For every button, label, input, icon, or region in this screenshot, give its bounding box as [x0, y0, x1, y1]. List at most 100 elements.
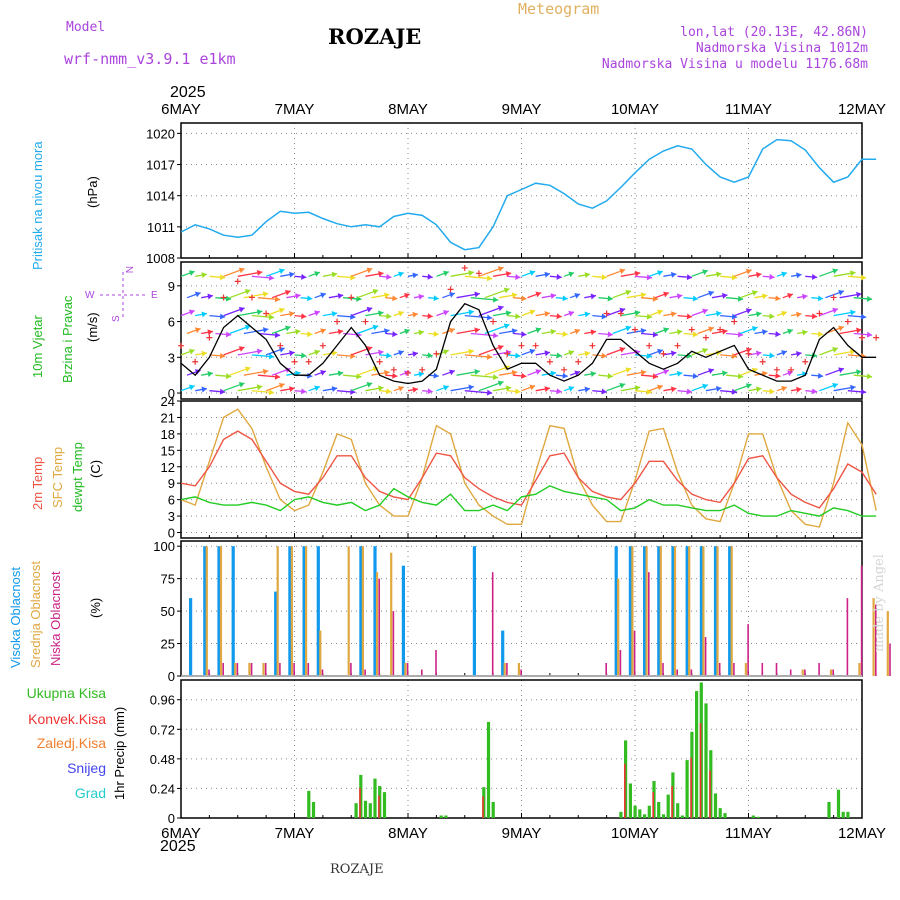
wind-arrow [549, 388, 562, 395]
wind-arrow [351, 267, 373, 277]
wind-arrow-head [372, 288, 379, 295]
wind-arrow [180, 309, 195, 317]
wind-arrow-head [607, 373, 613, 380]
wind-arrow [563, 350, 575, 356]
wind-arrow-head [676, 293, 683, 300]
wind-arrow [691, 383, 709, 392]
cloud-ylabel-high: Visoka Oblacnost [8, 567, 23, 668]
cloud-low-bar [875, 604, 877, 676]
wind-arrow [436, 385, 450, 392]
wind-arrow [456, 291, 480, 299]
wind-arrow [825, 325, 845, 335]
station-title: ROZAJE [328, 24, 422, 49]
wind-gust-mark [334, 318, 341, 325]
y-tick-label: 3 [168, 350, 175, 365]
wind-arrow-head [860, 388, 867, 395]
wind-arrow [833, 270, 856, 277]
temp-ylabel-sfc: SFC Temp [50, 447, 65, 508]
wind-arrow [365, 385, 384, 392]
wind-arrow [478, 344, 504, 356]
precip-bar [704, 703, 708, 818]
wind-arrow [308, 271, 321, 277]
cloud-low-bar [350, 663, 352, 676]
wind-arrow [853, 373, 873, 380]
wind-arrow [385, 295, 398, 302]
wind-arrow [300, 331, 313, 338]
wind-arrow [748, 386, 762, 393]
wind-arrow [740, 367, 758, 376]
wind-arrow [343, 295, 362, 302]
wind-gust-mark [859, 334, 865, 341]
wind-ylabel-2: Brzina i Pravac [60, 295, 75, 383]
wind-arrow [436, 270, 450, 277]
wind-gust-mark [490, 318, 497, 325]
wind-arrow [521, 348, 536, 356]
cloud-low-bar [860, 565, 863, 676]
wind-arrow [584, 371, 597, 377]
cloud-low-bar [619, 650, 622, 676]
wind-arrow-head [762, 293, 768, 300]
wind-arrow [308, 349, 321, 356]
wind-arrow [337, 274, 356, 281]
wind-arrow-head [268, 353, 275, 360]
wind-gust-mark [702, 334, 709, 341]
wind-arrow-head [832, 268, 838, 275]
wind-arrow-head [640, 327, 647, 334]
wind-arrow [847, 388, 867, 395]
wind-arrow [413, 293, 425, 300]
wind-arrow [805, 388, 818, 395]
wind-arrow [805, 313, 818, 320]
wind-arrow [328, 328, 344, 335]
wind-arrow-head [652, 295, 659, 302]
wind-arrow-head [838, 367, 844, 373]
wind-arrow [195, 386, 208, 393]
precip-legend-1: Konvek.Kisa [28, 711, 106, 727]
y-tick-label: 1020 [146, 126, 175, 141]
wind-arrow [626, 327, 647, 335]
wind-arrow-head [676, 370, 683, 377]
wind-arrow-head [511, 369, 518, 376]
wind-arrow-head [745, 383, 752, 389]
model-name: wrf-nmm_v3.9.1 e1km [64, 50, 236, 68]
wind-arrow [379, 388, 392, 395]
cloud-mid-bar [829, 669, 833, 676]
cloud-high-bar [274, 591, 278, 676]
cloud-mid-bar [248, 663, 251, 676]
wind-arrow [186, 291, 201, 299]
wind-arrow-head [505, 385, 512, 392]
wind-arrow-head [474, 369, 480, 375]
wind-arrow-head [295, 328, 301, 335]
wind-arrow-head [278, 268, 285, 275]
wind-arrow [549, 352, 562, 359]
cloud-mid-bar [347, 546, 350, 676]
wind-arrow [740, 290, 758, 299]
wind-arrow-head [515, 313, 521, 320]
cloud-high-bar [189, 598, 193, 676]
wind-arrow-head [225, 295, 232, 302]
precip-conv-bar [671, 786, 673, 818]
wind-arrow [569, 292, 581, 299]
wind-arrow-head [769, 273, 775, 280]
wind-arrow [456, 369, 480, 376]
wind-arrow-head [731, 352, 738, 359]
wind-arrow-head [817, 295, 824, 302]
wind-arrow [507, 313, 521, 320]
wind-arrow [498, 369, 518, 376]
wind-arrow-head [301, 352, 307, 359]
panel-pressure: 1008 1011 1014 1017 1020 [146, 122, 863, 266]
wind-arrow-head [314, 271, 320, 277]
wind-dir-s: S [111, 315, 122, 322]
wind-arrow [513, 331, 527, 338]
wind-arrow-head [756, 271, 762, 278]
wind-arrow [782, 292, 794, 299]
year-top: 2025 [170, 84, 206, 101]
wind-arrow-head [722, 292, 728, 299]
cloud-low-bar [506, 663, 508, 676]
wind-arrow-head [652, 373, 659, 380]
x-label-bottom: 10MAY [611, 825, 659, 842]
wind-arrow [555, 295, 568, 302]
y-tick-label: 6 [168, 315, 175, 330]
wind-arrow [195, 311, 208, 318]
wind-arrow-head [505, 271, 512, 277]
wind-arrow-head [418, 293, 424, 300]
